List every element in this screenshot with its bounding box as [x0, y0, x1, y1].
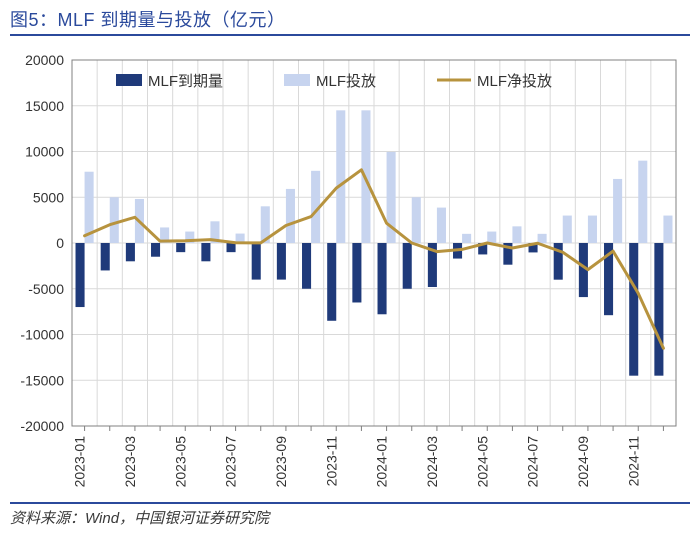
mlf_injection-bar	[286, 189, 295, 243]
source-rule	[10, 502, 690, 504]
mlf_injection-bar	[110, 197, 119, 243]
mlf_injection-bar	[538, 234, 547, 243]
y-tick-label: 15000	[25, 98, 64, 114]
mlf_maturity-bar	[629, 243, 638, 376]
mlf_injection-bar	[613, 179, 622, 243]
title-rule	[10, 34, 690, 36]
mlf_maturity-bar	[76, 243, 85, 307]
mlf_injection-bar	[663, 216, 672, 243]
figure-title: 图5：MLF 到期量与投放（亿元）	[10, 6, 286, 32]
x-tick-label: 2023-01	[72, 436, 88, 488]
y-tick-label: 5000	[33, 189, 64, 205]
x-tick-label: 2023-11	[323, 436, 339, 487]
mlf_maturity-bar	[654, 243, 663, 376]
legend-label: MLF投放	[316, 73, 376, 90]
figure: 图5：MLF 到期量与投放（亿元） -20000 -15000 -10000 -500…	[0, 0, 700, 534]
mlf_maturity-bar	[176, 243, 185, 252]
mlf_maturity-bar	[378, 243, 387, 314]
x-tick-label: 2024-03	[424, 436, 440, 488]
mlf_injection-bar	[512, 226, 521, 243]
x-tick-label: 2024-11	[625, 436, 641, 487]
y-tick-label: 20000	[25, 52, 64, 68]
x-tick-label: 2024-09	[575, 436, 591, 488]
y-tick-label: -20000	[20, 418, 64, 434]
mlf_maturity-bar	[352, 243, 361, 302]
chart-svg: -20000 -15000 -10000 -5000 0 5000 10000 15000 20…	[10, 40, 690, 498]
mlf_maturity-bar	[277, 243, 286, 280]
mlf_injection-bar	[462, 234, 471, 243]
mlf_maturity-bar	[327, 243, 336, 321]
x-tick-label: 2024-05	[474, 436, 490, 488]
chart-area: -20000 -15000 -10000 -5000 0 5000 10000 15000 20…	[10, 40, 690, 498]
x-tick-label: 2023-09	[273, 436, 289, 488]
mlf_maturity-bar	[302, 243, 311, 289]
y-tick-label: -15000	[20, 372, 64, 388]
mlf_injection-bar	[487, 232, 496, 243]
mlf_injection-bar	[563, 216, 572, 243]
mlf_injection-bar	[412, 197, 421, 243]
mlf_maturity-bar	[227, 243, 236, 252]
mlf_maturity-bar	[126, 243, 135, 261]
x-tick-label: 2023-05	[172, 436, 188, 488]
y-tick-label: 0	[56, 235, 64, 251]
legend: MLF到期量 MLF投放 MLF净投放	[116, 73, 552, 90]
x-tick-label: 2024-07	[525, 436, 541, 488]
mlf_maturity-bar	[403, 243, 412, 289]
mlf_maturity-bar	[201, 243, 210, 261]
x-tick-label: 2024-01	[374, 436, 390, 488]
figure-source: 资料来源：Wind，中国银河证券研究院	[10, 507, 269, 528]
y-tick-label: 10000	[25, 144, 64, 160]
x-tick-label: 2023-03	[122, 436, 138, 488]
mlf_injection-bar	[437, 208, 446, 243]
y-tick-label: -5000	[28, 281, 64, 297]
mlf_maturity-bar	[252, 243, 261, 280]
legend-label: MLF净投放	[477, 73, 552, 90]
legend-label: MLF到期量	[148, 73, 223, 90]
mlf_maturity-bar	[151, 243, 160, 257]
mlf_injection-bar	[336, 110, 345, 243]
mlf_maturity-bar	[101, 243, 110, 270]
y-tick-label: -10000	[20, 327, 64, 343]
mlf_injection-bar	[588, 216, 597, 243]
mlf_injection-bar	[638, 161, 647, 243]
x-tick-label: 2023-07	[223, 436, 239, 488]
